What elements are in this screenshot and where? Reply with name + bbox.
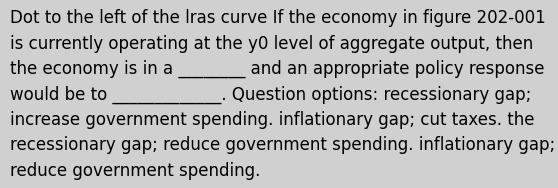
Text: increase government spending. inflationary gap; cut taxes. the: increase government spending. inflationa… (10, 111, 535, 129)
Text: Dot to the left of the lras curve If the economy in figure 202-001: Dot to the left of the lras curve If the… (10, 9, 546, 27)
Text: recessionary gap; reduce government spending. inflationary gap;: recessionary gap; reduce government spen… (10, 136, 555, 154)
Text: would be to _____________. Question options: recessionary gap;: would be to _____________. Question opti… (10, 86, 531, 104)
Text: is currently operating at the y0 level of aggregate output, then: is currently operating at the y0 level o… (10, 35, 533, 53)
Text: reduce government spending.: reduce government spending. (10, 162, 261, 180)
Text: the economy is in a ________ and an appropriate policy response: the economy is in a ________ and an appr… (10, 60, 545, 78)
